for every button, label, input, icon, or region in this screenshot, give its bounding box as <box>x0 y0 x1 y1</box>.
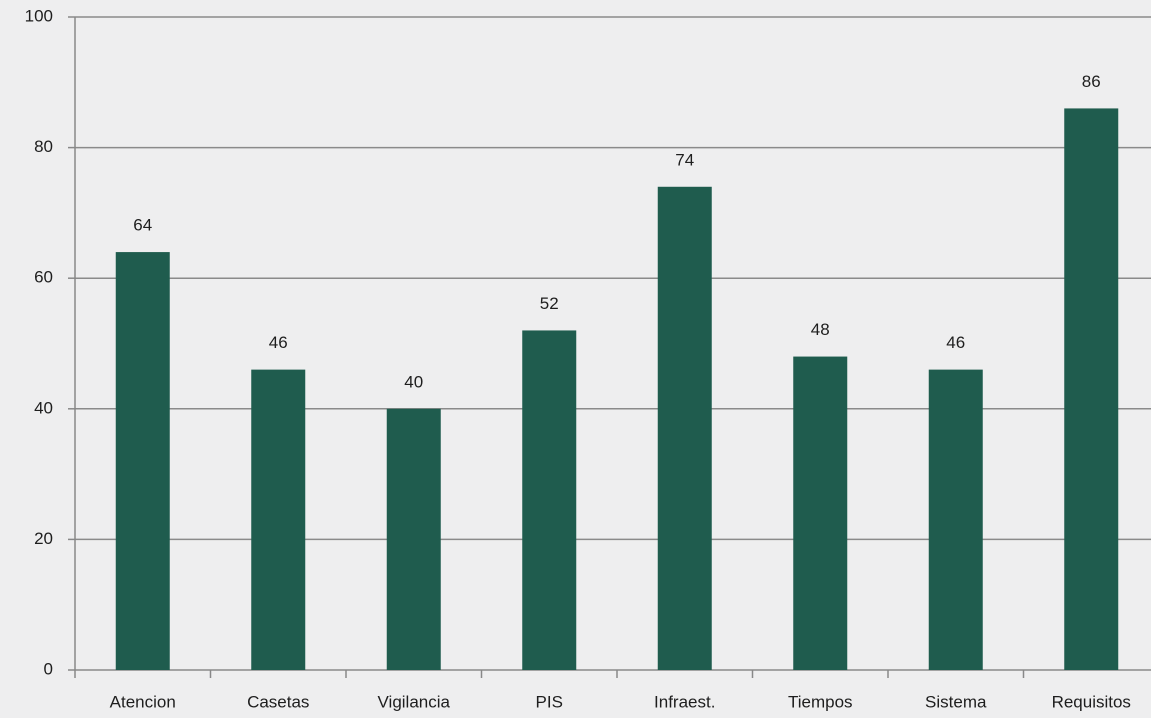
y-tick-label: 80 <box>34 137 53 156</box>
data-label: 40 <box>404 372 423 391</box>
bar <box>657 186 712 670</box>
x-tick-label: Vigilancia <box>378 692 451 711</box>
data-label: 86 <box>1082 72 1101 91</box>
data-label: 74 <box>675 150 694 169</box>
y-tick-label: 20 <box>34 529 53 548</box>
data-label: 64 <box>133 216 152 235</box>
x-tick-label: Infraest. <box>654 692 715 711</box>
x-tick-label: Tiempos <box>788 692 853 711</box>
bar <box>251 369 306 670</box>
bar <box>793 356 848 670</box>
y-tick-label: 0 <box>44 659 53 678</box>
data-label: 52 <box>540 294 559 313</box>
data-label: 48 <box>811 320 830 339</box>
bar <box>928 369 983 670</box>
data-label: 46 <box>946 333 965 352</box>
y-tick-label: 100 <box>25 6 53 25</box>
x-tick-label: Requisitos <box>1052 692 1131 711</box>
bar <box>1064 108 1119 671</box>
bar <box>522 330 577 670</box>
bar <box>386 408 441 670</box>
bar <box>115 252 170 670</box>
y-tick-label: 40 <box>34 398 53 417</box>
x-tick-label: Atencion <box>110 692 176 711</box>
data-label: 46 <box>269 333 288 352</box>
x-tick-label: Casetas <box>247 692 309 711</box>
x-tick-label: PIS <box>536 692 563 711</box>
y-tick-label: 60 <box>34 268 53 287</box>
x-tick-label: Sistema <box>925 692 987 711</box>
